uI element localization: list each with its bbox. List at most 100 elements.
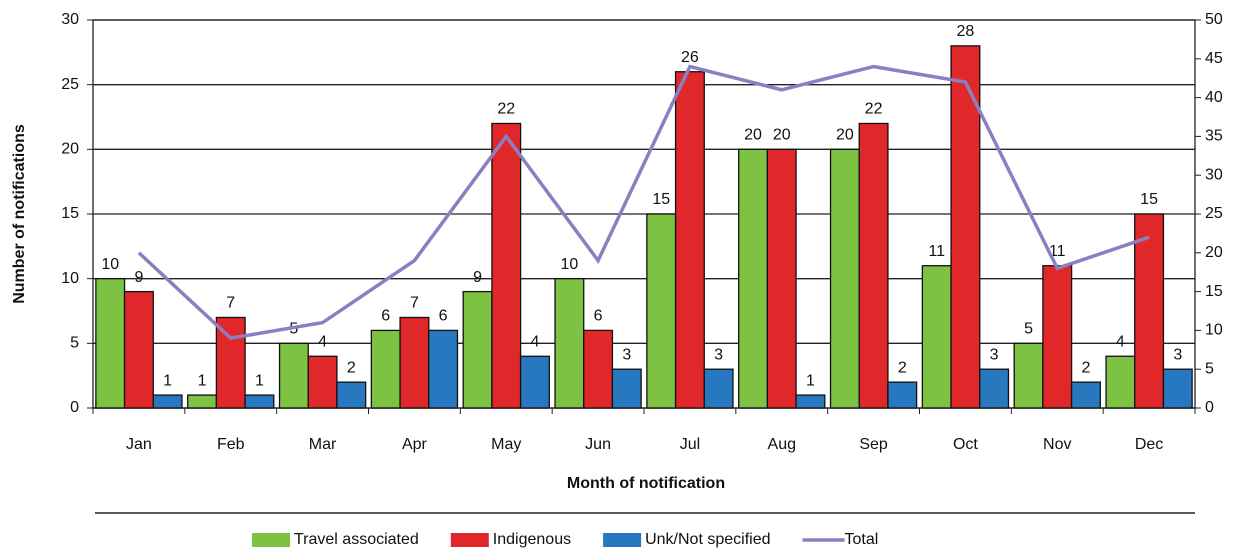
bar	[1162, 368, 1193, 409]
legend-label: Indigenous	[493, 531, 571, 548]
data-label: 6	[381, 308, 390, 325]
bar	[1042, 265, 1073, 409]
y2-tick-label: 0	[1205, 399, 1214, 416]
x-axis-title: Month of notification	[567, 475, 725, 492]
bar	[887, 381, 918, 409]
data-label: 20	[836, 127, 854, 144]
bar	[428, 329, 459, 409]
bar	[244, 394, 275, 409]
x-tick-label: Oct	[953, 436, 978, 453]
y2-tick-label: 15	[1205, 283, 1223, 300]
bar	[1013, 342, 1044, 409]
bar	[766, 148, 797, 409]
data-label: 2	[1081, 359, 1090, 376]
bar	[1070, 381, 1101, 409]
data-label: 6	[594, 308, 603, 325]
bar	[950, 45, 981, 409]
y2-tick-label: 30	[1205, 166, 1223, 183]
x-tick-label: Aug	[768, 436, 796, 453]
bar	[491, 122, 522, 409]
bar	[795, 394, 826, 409]
y-tick-label: 20	[61, 141, 79, 158]
data-label: 22	[865, 101, 883, 118]
bar	[1134, 213, 1165, 409]
bar	[1105, 355, 1136, 409]
data-label: 2	[898, 359, 907, 376]
bar	[462, 290, 493, 409]
data-label: 15	[1140, 191, 1158, 208]
bar	[611, 368, 642, 409]
bar	[646, 213, 677, 409]
x-tick-label: May	[491, 436, 521, 453]
data-label: 10	[560, 256, 578, 273]
legend-swatch	[450, 533, 489, 547]
x-tick-label: Mar	[309, 436, 337, 453]
y2-tick-label: 25	[1205, 205, 1223, 222]
legend-label: Total	[844, 531, 878, 548]
y2-tick-label: 50	[1205, 11, 1223, 28]
bar	[336, 381, 367, 409]
y-tick-label: 0	[70, 399, 79, 416]
bar	[399, 316, 430, 409]
legend-swatch	[252, 533, 290, 547]
y-tick-label: 25	[61, 76, 79, 93]
bar	[858, 122, 889, 409]
y2-tick-label: 40	[1205, 89, 1223, 106]
bar	[519, 355, 550, 409]
data-label: 9	[134, 269, 143, 286]
data-label: 3	[990, 346, 999, 363]
x-tick-label: Nov	[1043, 436, 1071, 453]
bar	[278, 342, 309, 409]
x-tick-label: Sep	[859, 436, 888, 453]
y2-tick-label: 35	[1205, 128, 1223, 145]
y-axis-title: Number of notifications	[11, 124, 28, 304]
y2-tick-label: 45	[1205, 50, 1223, 67]
bar	[152, 394, 183, 409]
data-label: 4	[1116, 333, 1125, 350]
x-tick-label: Jul	[680, 436, 700, 453]
x-tick-label: Feb	[217, 436, 245, 453]
bar	[674, 71, 705, 409]
y-tick-label: 15	[61, 205, 79, 222]
data-label: 7	[410, 295, 419, 312]
y2-tick-label: 5	[1205, 360, 1214, 377]
x-tick-label: Dec	[1135, 436, 1163, 453]
data-label: 11	[928, 243, 945, 260]
data-label: 3	[714, 346, 723, 363]
data-label: 6	[439, 308, 448, 325]
data-label: 26	[681, 49, 699, 66]
bar	[123, 290, 154, 409]
line	[137, 64, 1150, 341]
data-label: 9	[473, 269, 482, 286]
bar	[829, 148, 860, 409]
bar	[215, 316, 246, 409]
data-label: 1	[255, 372, 264, 389]
bar	[187, 394, 218, 409]
bar	[583, 329, 614, 409]
legend-label: Travel associated	[294, 531, 419, 548]
bar	[370, 329, 401, 409]
data-label: 4	[530, 333, 539, 350]
legend-swatch	[603, 533, 642, 547]
data-label: 2	[347, 359, 356, 376]
bar	[921, 265, 952, 409]
y-tick-label: 10	[61, 270, 79, 287]
bar	[979, 368, 1010, 409]
y2-tick-label: 20	[1205, 244, 1223, 261]
data-label: 22	[497, 101, 515, 118]
bar	[554, 278, 585, 409]
bar	[307, 355, 338, 409]
data-label: 1	[163, 372, 172, 389]
data-label: 3	[622, 346, 631, 363]
bar	[738, 148, 769, 409]
data-label: 15	[652, 191, 670, 208]
legend-label: Unk/Not specified	[645, 531, 770, 548]
data-label: 1	[198, 372, 207, 389]
x-tick-label: Jun	[585, 436, 611, 453]
data-label: 5	[1024, 321, 1033, 338]
y-tick-label: 5	[70, 335, 79, 352]
data-label: 20	[744, 127, 762, 144]
data-label: 3	[1173, 346, 1182, 363]
data-label: 4	[318, 333, 327, 350]
